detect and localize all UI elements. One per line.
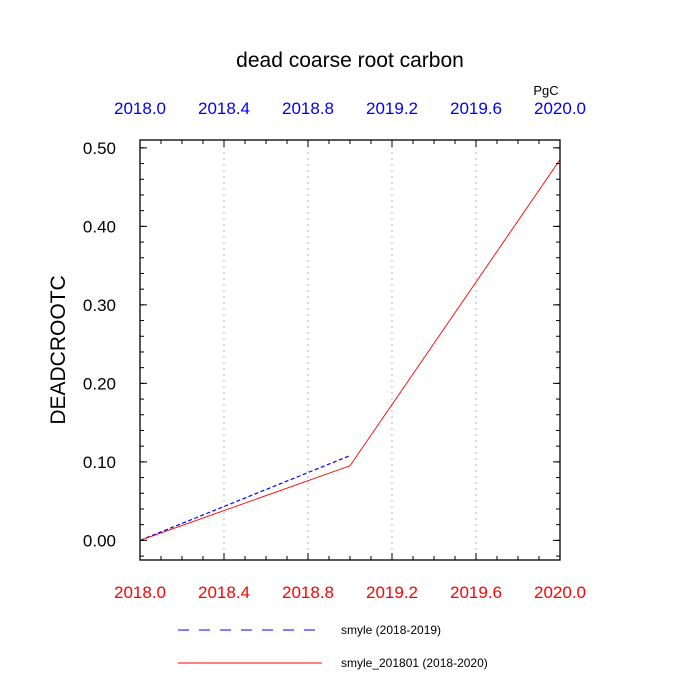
series-line-2 [139, 159, 561, 541]
units-label: PgC [533, 83, 558, 98]
plot-frame [139, 139, 561, 561]
x-tick-label-bottom: 2019.6 [450, 583, 502, 602]
chart-title: dead coarse root carbon [236, 49, 464, 72]
x-tick-label-top: 2018.8 [282, 99, 334, 118]
legend-label-1: smyle (2018-2019) [341, 623, 441, 637]
x-tick-label-top: 2018.4 [198, 99, 250, 118]
x-tick-label-bottom: 2018.0 [114, 583, 166, 602]
x-tick-label-top: 2020.0 [534, 99, 586, 118]
y-tick-label: 0.10 [83, 453, 116, 472]
x-tick-label-top: 2019.2 [366, 99, 418, 118]
y-tick-label: 0.30 [83, 296, 116, 315]
y-tick-label: 0.50 [83, 139, 116, 158]
y-tick-label: 0.20 [83, 374, 116, 393]
y-tick-label: 0.00 [83, 531, 116, 550]
x-tick-label-bottom: 2018.4 [198, 583, 250, 602]
grid-layer [223, 140, 477, 560]
legend-label-2: smyle_201801 (2018-2020) [341, 656, 488, 670]
x-tick-label-top: 2019.6 [450, 99, 502, 118]
series-line-1 [139, 455, 351, 541]
x-tick-label-bottom: 2019.2 [366, 583, 418, 602]
y-axis-label: DEADCROOTC [47, 275, 70, 424]
x-tick-label-top: 2018.0 [114, 99, 166, 118]
legend-layer: smyle (2018-2019) smyle_201801 (2018-2020… [178, 623, 488, 670]
axes-layer: 2018.0 2018.0 2018.4 2018.4 2018.8 2018.8 2019… [83, 99, 586, 602]
y-tick-label: 0.40 [83, 217, 116, 236]
series-layer [139, 159, 561, 541]
x-tick-label-bottom: 2020.0 [534, 583, 586, 602]
x-tick-label-bottom: 2018.8 [282, 583, 334, 602]
